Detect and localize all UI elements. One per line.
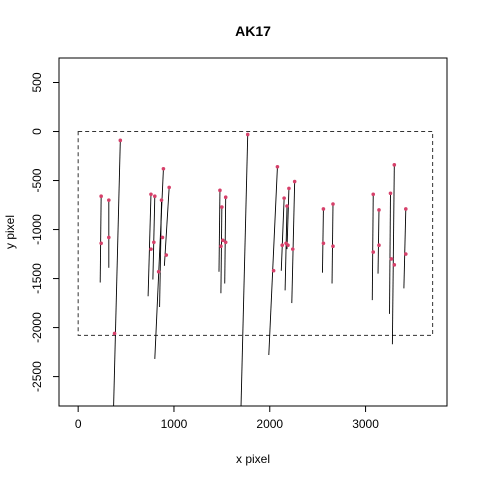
data-point-38 <box>371 250 376 254</box>
segment-line-4 <box>152 196 156 280</box>
data-point-35 <box>331 202 335 206</box>
segment-line-6 <box>159 200 162 307</box>
segment-line-2 <box>113 140 121 406</box>
segment-line-0 <box>99 196 102 283</box>
data-point-28 <box>285 204 289 208</box>
data-point-24 <box>275 165 280 169</box>
data-point-12 <box>160 235 165 240</box>
data-point-22 <box>245 132 250 137</box>
data-point-40 <box>377 243 381 248</box>
data-point-2 <box>107 198 111 202</box>
data-point-23 <box>271 268 276 273</box>
segment-line-23 <box>403 208 407 289</box>
plot-area: 0 1000 2000 3000 500 0 -500 -1000 -1500 -2000 -250… <box>30 57 448 431</box>
y-tick-label-1: 0 <box>30 128 44 135</box>
boundary-box <box>77 131 434 336</box>
y-tick-label-0: 500 <box>30 72 44 92</box>
data-point-0 <box>99 194 103 199</box>
data-point-32 <box>292 179 297 184</box>
x-tick-label-1: 1000 <box>161 417 188 431</box>
data-point-44 <box>392 263 397 267</box>
segment-line-7 <box>163 187 170 266</box>
data-point-29 <box>286 243 290 248</box>
data-point-10 <box>156 269 161 274</box>
y-tick-label-4: -1500 <box>30 263 44 294</box>
data-point-7 <box>149 247 153 251</box>
data-point-25 <box>280 243 285 248</box>
segment-line-17 <box>322 208 324 273</box>
data-point-15 <box>167 185 171 190</box>
segment-line-21 <box>389 193 391 314</box>
y-axis-label: y pixel <box>3 215 17 249</box>
data-point-3 <box>107 235 111 240</box>
data-point-39 <box>377 208 381 212</box>
data-point-13 <box>161 166 166 171</box>
segment-line-14 <box>284 206 288 291</box>
data-point-8 <box>153 194 157 199</box>
data-point-26 <box>282 196 286 200</box>
data-point-9 <box>152 240 156 245</box>
y-tick-label-3: -1000 <box>30 214 44 245</box>
data-point-4 <box>112 331 117 336</box>
data-point-18 <box>220 205 224 209</box>
segment-line-12 <box>268 166 278 356</box>
data-point-31 <box>290 247 295 251</box>
x-axis-label: x pixel <box>236 452 270 466</box>
y-tick-label-2: -500 <box>30 168 44 192</box>
y-tick-label-6: -2500 <box>30 361 44 392</box>
data-point-11 <box>159 198 164 202</box>
data-point-6 <box>149 192 153 197</box>
plot-frame <box>58 57 448 407</box>
data-point-16 <box>218 188 222 193</box>
data-point-43 <box>392 163 397 167</box>
segment-line-20 <box>377 209 380 274</box>
segment-line-9 <box>220 206 223 294</box>
y-tick-label-5: -2000 <box>30 312 44 343</box>
data-point-36 <box>331 244 335 249</box>
x-tick-label-2: 2000 <box>256 417 283 431</box>
chart-title: AK17 <box>235 23 271 39</box>
data-point-33 <box>321 207 326 211</box>
data-point-45 <box>404 207 408 211</box>
plot-data-group <box>77 131 434 406</box>
data-point-37 <box>371 192 376 197</box>
data-point-20 <box>223 195 228 199</box>
data-point-19 <box>221 238 225 243</box>
segment-line-10 <box>224 197 227 284</box>
segment-line-16 <box>291 181 296 304</box>
segment-line-3 <box>147 194 152 297</box>
data-point-30 <box>287 186 291 191</box>
segment-line-15 <box>286 188 290 250</box>
segment-line-18 <box>331 204 334 284</box>
segment-line-11 <box>240 134 249 406</box>
segment-line-8 <box>218 190 221 272</box>
data-point-17 <box>219 244 223 249</box>
data-point-1 <box>99 241 103 246</box>
segment-line-19 <box>371 194 374 301</box>
segment-line-13 <box>280 198 285 271</box>
data-point-34 <box>321 241 326 246</box>
data-point-42 <box>389 257 394 261</box>
data-point-14 <box>164 253 169 257</box>
segment-line-22 <box>391 164 395 345</box>
data-point-21 <box>223 240 228 245</box>
x-tick-label-0: 0 <box>75 417 82 431</box>
data-point-46 <box>404 252 408 256</box>
data-point-41 <box>388 191 393 196</box>
x-tick-label-3: 3000 <box>352 417 379 431</box>
data-point-5 <box>118 138 123 143</box>
